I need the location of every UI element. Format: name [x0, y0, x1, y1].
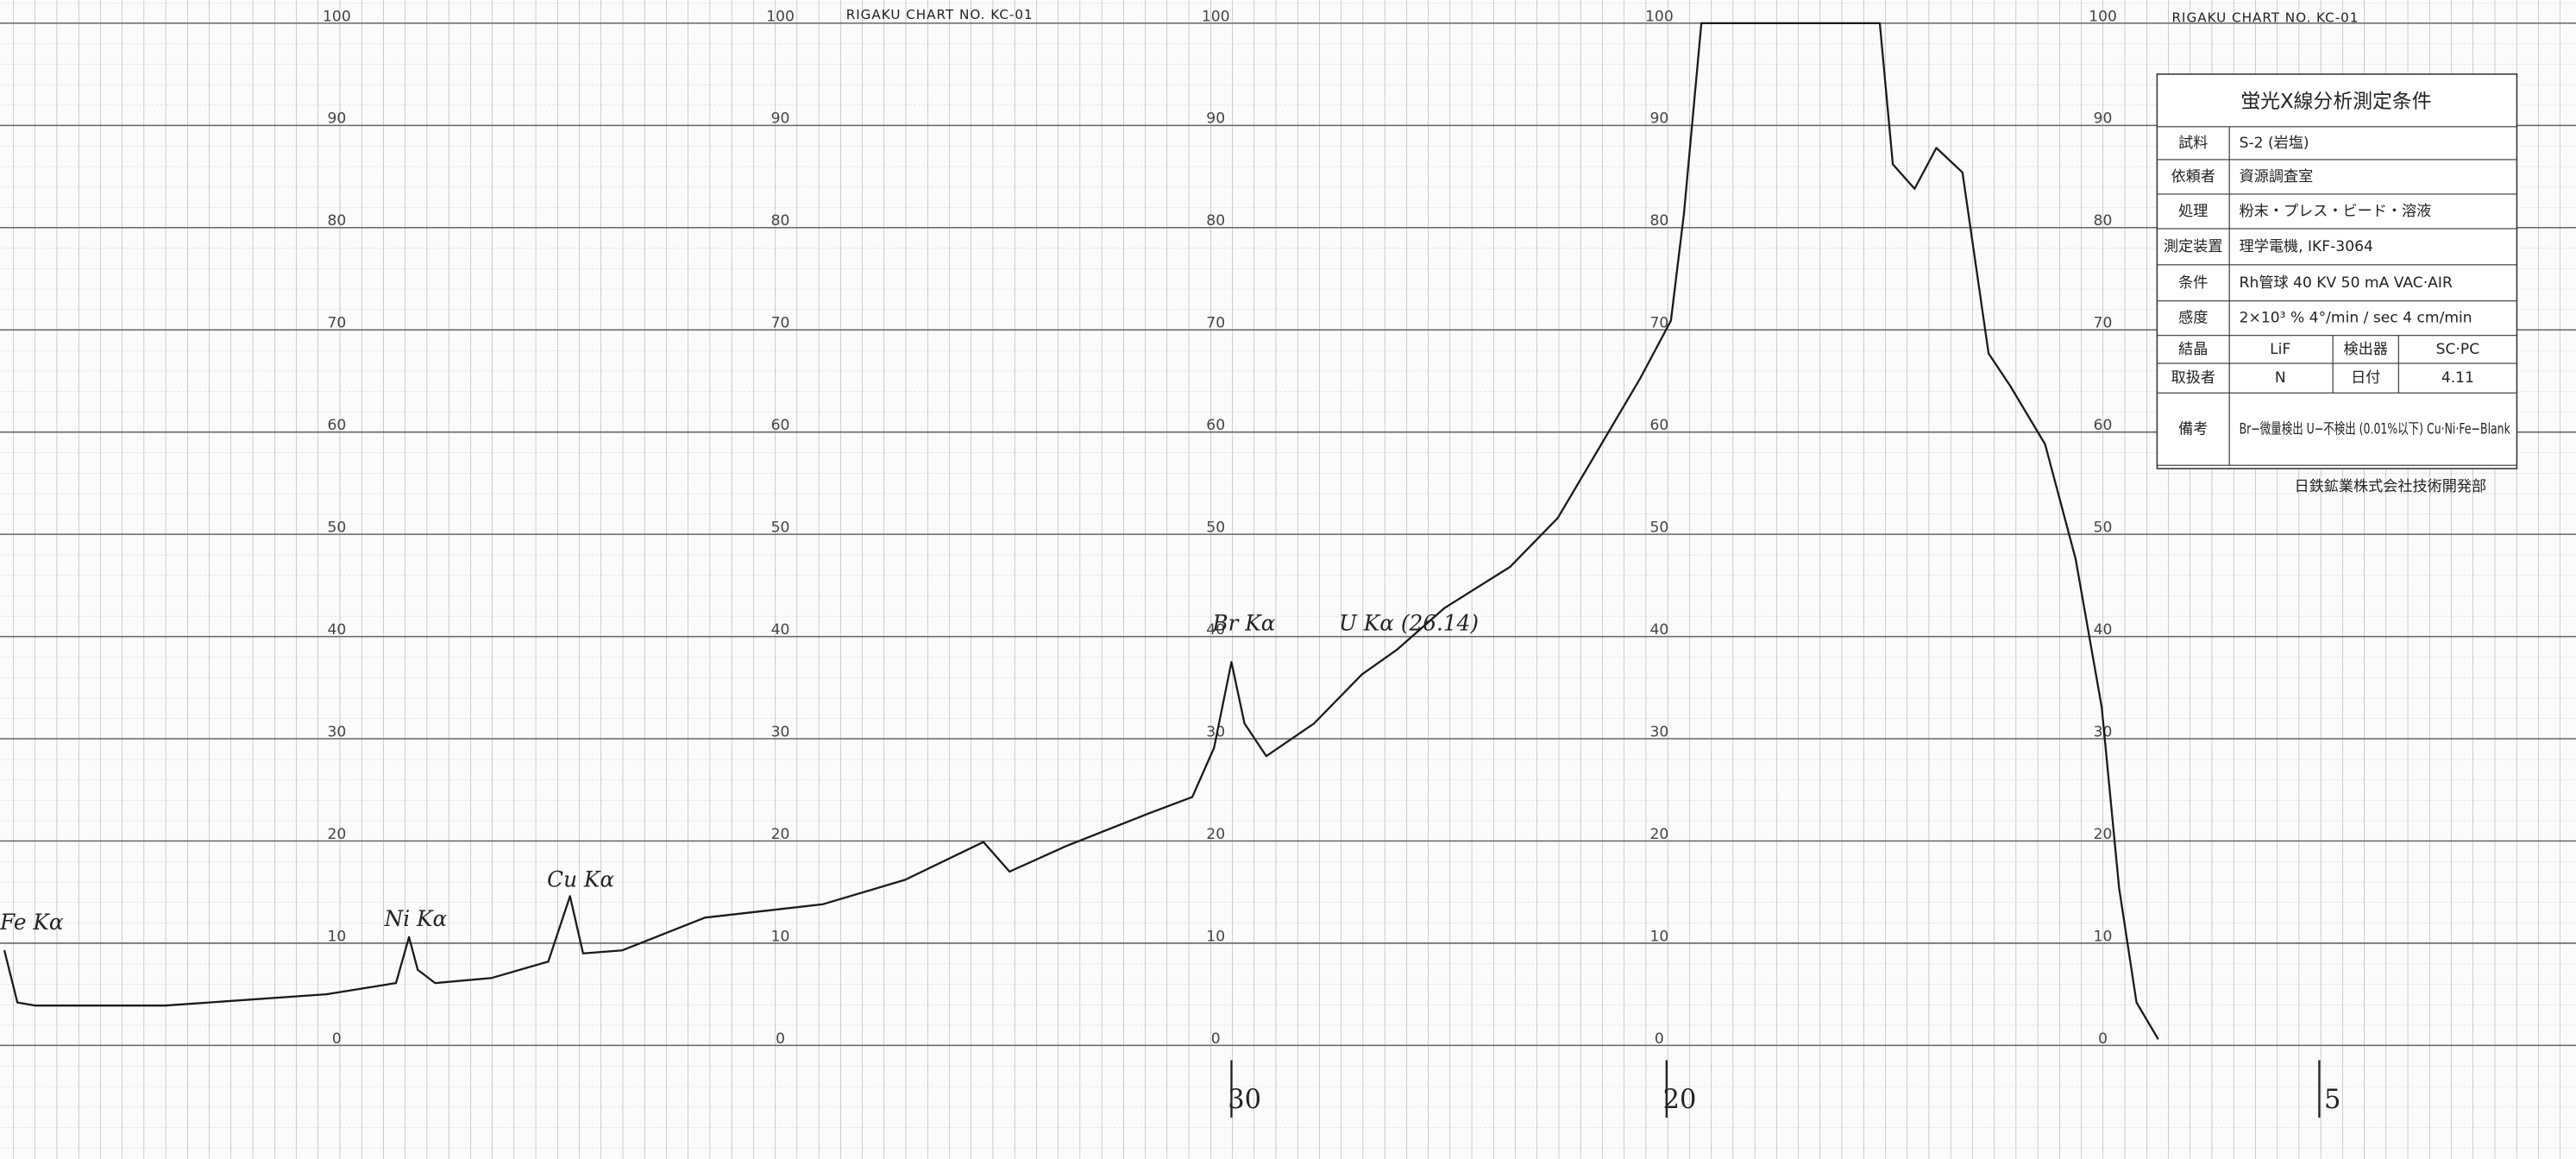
y-tick-label: 50 [1206, 520, 1225, 537]
table-value: N [2275, 369, 2286, 387]
y-tick-label: 20 [771, 826, 790, 843]
y-tick-label: 60 [2094, 417, 2113, 434]
table-footer: 日鉄鉱業株式会社技術開発部 [2294, 478, 2486, 495]
x-tick-label: 20 [1663, 1085, 1697, 1115]
y-tick-label: 100 [766, 8, 795, 25]
table-value: 4.11 [2441, 369, 2474, 387]
table-value: Br−微量検出 U−不検出 (0.01%以下) Cu·Ni·Fe−Blank [2240, 420, 2510, 438]
table-label: 依頼者 [2171, 168, 2215, 186]
y-tick-label: 0 [1211, 1030, 1221, 1048]
table-label: 取扱者 [2171, 369, 2215, 387]
peak-annotation: Cu Kα [547, 866, 614, 891]
table-label: 測定装置 [2164, 238, 2223, 255]
y-tick-label: 90 [327, 110, 346, 128]
y-tick-label: 100 [323, 8, 351, 25]
table-value: 粉末・プレス・ビード・溶液 [2240, 203, 2432, 220]
y-tick-label: 30 [771, 723, 790, 740]
y-tick-label: 50 [771, 520, 790, 537]
y-tick-label: 60 [1649, 417, 1668, 434]
table-value: SC·PC [2436, 341, 2480, 358]
table-value: 2×10³ % 4°/min / sec 4 cm/min [2240, 310, 2472, 327]
y-tick-label: 10 [1206, 928, 1225, 945]
y-tick-label: 10 [327, 928, 346, 945]
table-label: 結晶 [2178, 341, 2208, 358]
table-value: LiF [2270, 341, 2290, 358]
y-tick-label: 40 [327, 621, 346, 639]
y-tick-label: 100 [1202, 8, 1230, 25]
y-tick-label: 40 [771, 621, 790, 639]
chart: 0000010101010102020202020303030303040404… [0, 0, 2576, 1159]
y-tick-label: 0 [1655, 1030, 1664, 1048]
y-tick-label: 70 [1206, 315, 1225, 332]
y-tick-label: 80 [2094, 212, 2113, 230]
table-label: 条件 [2178, 274, 2208, 292]
table-frame [2157, 74, 2516, 469]
table-value: S-2 (岩塩) [2240, 135, 2309, 152]
table-label: 備考 [2178, 420, 2208, 438]
y-tick-label: 90 [771, 110, 790, 128]
y-tick-label: 0 [776, 1030, 785, 1048]
y-tick-label: 10 [2094, 928, 2113, 945]
y-tick-label: 100 [1645, 8, 1674, 25]
y-tick-label: 80 [771, 212, 790, 230]
y-tick-label: 40 [1649, 621, 1668, 639]
y-tick-label: 100 [2089, 8, 2117, 25]
y-tick-label: 90 [2094, 110, 2113, 128]
peak-annotation: Ni Kα [384, 906, 448, 931]
y-tick-label: 70 [771, 315, 790, 332]
y-tick-label: 40 [2094, 621, 2113, 639]
x-tick-label: 5 [2324, 1085, 2340, 1115]
y-tick-label: 20 [1206, 826, 1225, 843]
y-tick-label: 90 [1206, 110, 1225, 128]
y-tick-label: 20 [1649, 826, 1668, 843]
y-tick-label: 80 [1206, 212, 1225, 230]
y-tick-label: 10 [1649, 928, 1668, 945]
y-tick-label: 0 [332, 1030, 342, 1048]
peak-annotation: Fe Kα [0, 910, 64, 935]
y-tick-label: 20 [2094, 826, 2113, 843]
y-tick-label: 50 [1649, 520, 1668, 537]
chart-label: RIGAKU CHART NO. KC-01 [846, 7, 1034, 22]
y-tick-label: 10 [771, 928, 790, 945]
conditions-table: 蛍光X線分析測定条件 日鉄鉱業株式会社技術開発部 試料 S-2 (岩塩) 依頼者 資源… [2157, 74, 2516, 495]
y-tick-label: 80 [327, 212, 346, 230]
table-label: 試料 [2178, 135, 2208, 152]
y-tick-label: 70 [327, 315, 346, 332]
table-label: 処理 [2178, 203, 2208, 220]
table-value: 理学電機, IKF-3064 [2240, 238, 2373, 255]
table-value: Rh管球 40 KV 50 mA VAC·AIR [2240, 274, 2453, 292]
y-tick-label: 50 [2094, 520, 2113, 537]
y-tick-label: 30 [327, 723, 346, 740]
y-tick-label: 30 [1649, 723, 1668, 740]
y-tick-label: 0 [2098, 1030, 2108, 1048]
table-value: 資源調査室 [2240, 168, 2314, 186]
y-tick-label: 60 [327, 417, 346, 434]
table-label: 感度 [2178, 310, 2208, 327]
y-tick-label: 20 [327, 826, 346, 843]
y-tick-label: 70 [2094, 315, 2113, 332]
peak-annotation: U Kα (26.14) [1339, 610, 1479, 635]
y-tick-label: 50 [327, 520, 346, 537]
chart-label: RIGAKU CHART NO. KC-01 [2172, 10, 2359, 26]
y-tick-label: 60 [771, 417, 790, 434]
table-label: 検出器 [2344, 341, 2388, 358]
table-label: 日付 [2351, 369, 2380, 387]
table-title: 蛍光X線分析測定条件 [2240, 91, 2431, 113]
y-tick-label: 60 [1206, 417, 1225, 434]
x-tick-label: 30 [1228, 1085, 1261, 1115]
y-tick-label: 80 [1649, 212, 1668, 230]
peak-annotation: Br Kα [1211, 610, 1275, 635]
y-tick-label: 90 [1649, 110, 1668, 128]
